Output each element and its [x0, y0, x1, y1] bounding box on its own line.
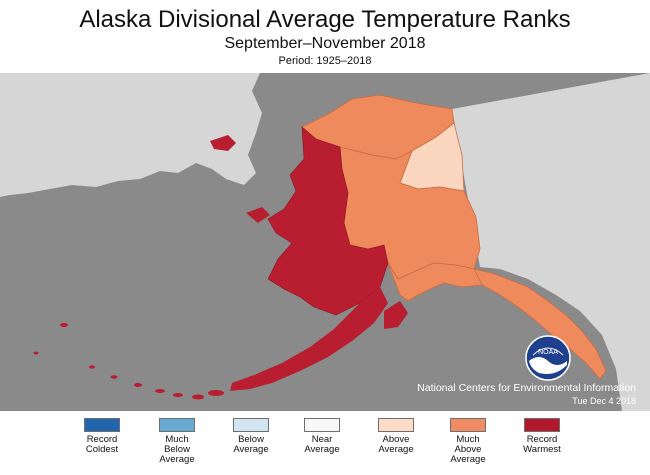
credit-organization: National Centers for Environmental Infor… — [417, 382, 636, 394]
legend-item-record-warmest: Record Warmest — [496, 418, 588, 455]
map-subtitle: September–November 2018 — [224, 35, 426, 52]
map-title: Alaska Divisional Average Temperature Ra… — [79, 6, 571, 33]
period-label: Period: 1925–2018 — [278, 55, 372, 67]
legend-label: Much Below Average — [159, 434, 195, 465]
legend-swatch — [378, 418, 414, 432]
legend-label: Near Average — [304, 434, 340, 455]
division-panhandle — [473, 268, 607, 380]
canada-land — [452, 73, 650, 411]
alaska-map: NOAA National Centers for Environmental … — [0, 73, 650, 411]
nunivak-island — [246, 207, 270, 223]
kodiak-island — [384, 301, 408, 329]
noaa-logo-text: NOAA — [538, 349, 558, 356]
legend-item-below: Below Average — [205, 418, 297, 455]
legend-swatch — [524, 418, 560, 432]
division-west-coast — [267, 126, 389, 316]
legend-item-near: Near Average — [276, 418, 368, 455]
legend-item-much-above: Much Above Average — [422, 418, 514, 465]
legend-label: Record Warmest — [523, 434, 561, 455]
st-lawrence-island — [210, 135, 236, 151]
credit-date: Tue Dec 4 2018 — [572, 396, 636, 406]
legend-swatch — [304, 418, 340, 432]
legend-item-much-below: Much Below Average — [131, 418, 223, 465]
aleutian-islands — [33, 323, 224, 400]
legend-item-record-coldest: Record Coldest — [56, 418, 148, 455]
legend-swatch — [84, 418, 120, 432]
legend-swatch — [159, 418, 195, 432]
legend-label: Much Above Average — [450, 434, 486, 465]
noaa-logo: NOAA — [525, 335, 571, 381]
legend-item-above: Above Average — [350, 418, 442, 455]
legend-swatch — [233, 418, 269, 432]
russia-land — [0, 73, 262, 197]
map-canvas — [0, 73, 650, 411]
legend-swatch — [450, 418, 486, 432]
legend-label: Below Average — [233, 434, 269, 455]
legend-label: Record Coldest — [85, 434, 119, 455]
legend: Record Coldest Much Below Average Below … — [0, 418, 650, 475]
legend-label: Above Average — [378, 434, 414, 455]
division-alaska-peninsula — [230, 287, 388, 391]
